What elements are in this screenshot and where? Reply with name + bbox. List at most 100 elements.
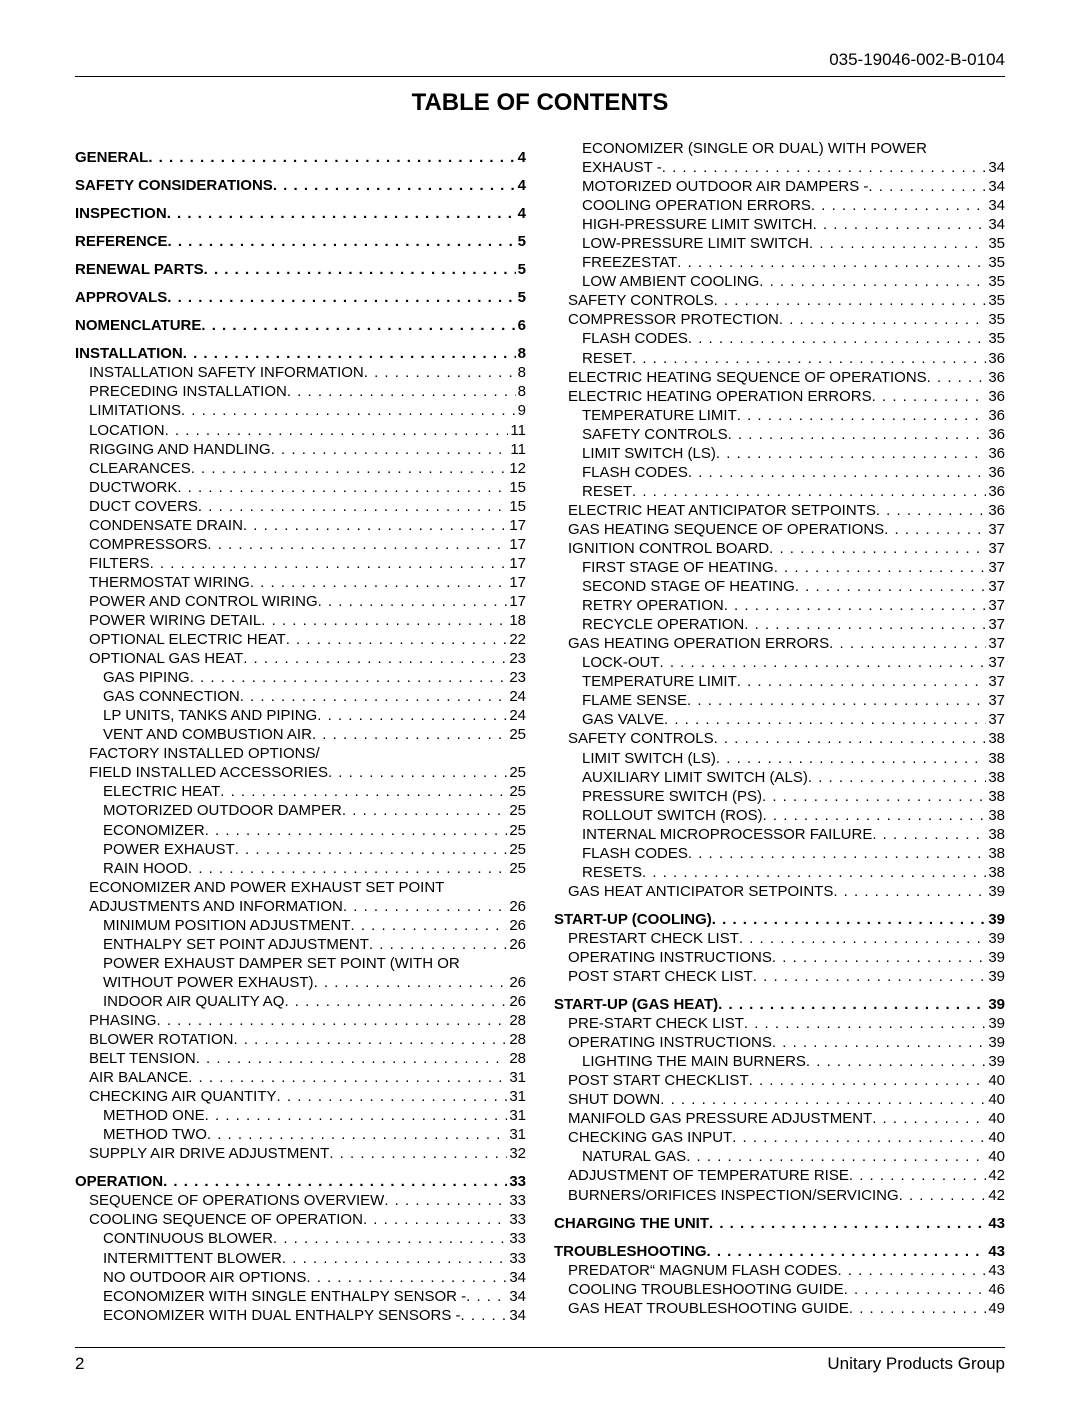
toc-label: PHASING <box>89 1011 157 1030</box>
toc-entry: GAS VALVE37 <box>554 710 1005 729</box>
toc-entry: SUPPLY AIR DRIVE ADJUSTMENT32 <box>75 1144 526 1163</box>
toc-page: 25 <box>507 763 526 782</box>
toc-leader <box>899 1186 987 1205</box>
toc-leader <box>204 260 516 279</box>
toc-leader <box>837 1261 986 1280</box>
toc-label: INTERMITTENT BLOWER <box>103 1249 282 1268</box>
toc-label: COMPRESSOR PROTECTION <box>568 310 779 329</box>
toc-label: CONDENSATE DRAIN <box>89 516 243 535</box>
toc-entry: SAFETY CONTROLS38 <box>554 729 1005 748</box>
toc-page: 43 <box>986 1214 1005 1233</box>
toc-leader <box>165 421 509 440</box>
toc-label: TEMPERATURE LIMIT <box>582 406 737 425</box>
toc-leader <box>660 1090 986 1109</box>
toc-page: 26 <box>507 973 526 992</box>
toc-leader <box>712 910 987 929</box>
toc-leader <box>718 995 986 1014</box>
toc-page: 31 <box>507 1087 526 1106</box>
toc-label: SUPPLY AIR DRIVE ADJUSTMENT <box>89 1144 329 1163</box>
toc-col-left: GENERAL4SAFETY CONSIDERATIONS4INSPECTION… <box>75 139 526 1325</box>
toc-entry: BLOWER ROTATION28 <box>75 1030 526 1049</box>
toc-entry: COMPRESSORS17 <box>75 535 526 554</box>
toc-leader <box>728 425 987 444</box>
toc-label: LOW AMBIENT COOLING <box>582 272 759 291</box>
toc-leader <box>724 596 987 615</box>
toc-label: LOCATION <box>89 421 165 440</box>
toc-label: POWER EXHAUST <box>103 840 235 859</box>
toc-leader <box>148 148 515 167</box>
toc-entry: PRESTART CHECK LIST39 <box>554 929 1005 948</box>
toc-leader <box>632 482 986 501</box>
toc-leader <box>190 668 508 687</box>
toc-page: 34 <box>507 1306 526 1325</box>
toc-label: GAS HEAT TROUBLESHOOTING GUIDE <box>568 1299 849 1318</box>
toc-entry: ECONOMIZER (SINGLE OR DUAL) WITH POWER <box>554 139 1005 158</box>
top-rule <box>75 76 1005 77</box>
toc-page: 25 <box>507 859 526 878</box>
toc-entry: INSTALLATION SAFETY INFORMATION8 <box>75 363 526 382</box>
toc-leader <box>632 349 986 368</box>
toc-page: 26 <box>507 916 526 935</box>
toc-page: 39 <box>986 967 1005 986</box>
toc-entry: START-UP (GAS HEAT)39 <box>554 995 1005 1014</box>
toc-page: 38 <box>986 806 1005 825</box>
toc-page: 8 <box>516 382 526 401</box>
toc-entry: FIELD INSTALLED ACCESSORIES25 <box>75 763 526 782</box>
toc-entry: OPERATION33 <box>75 1172 526 1191</box>
toc-label: TEMPERATURE LIMIT <box>582 672 737 691</box>
toc-entry: COOLING SEQUENCE OF OPERATION33 <box>75 1210 526 1229</box>
toc-page: 35 <box>986 310 1005 329</box>
toc-entry: POWER AND CONTROL WIRING17 <box>75 592 526 611</box>
toc-leader <box>167 288 515 307</box>
toc-label: ADJUSTMENT OF TEMPERATURE RISE <box>568 1166 849 1185</box>
toc-label: NOMENCLATURE <box>75 316 201 335</box>
toc-label: VENT AND COMBUSTION AIR <box>103 725 312 744</box>
toc-page: 33 <box>507 1210 526 1229</box>
toc-leader <box>849 1299 986 1318</box>
toc-page: 38 <box>986 825 1005 844</box>
toc-leader <box>739 929 986 948</box>
toc-page: 15 <box>507 497 526 516</box>
toc-page: 37 <box>986 558 1005 577</box>
toc-leader <box>707 1242 987 1261</box>
toc-label: NO OUTDOOR AIR OPTIONS <box>103 1268 306 1287</box>
toc-label: GAS PIPING <box>103 668 190 687</box>
toc-page: 37 <box>986 520 1005 539</box>
toc-page: 39 <box>986 882 1005 901</box>
toc-leader <box>220 782 507 801</box>
toc-label: CONTINUOUS BLOWER <box>103 1229 273 1248</box>
toc-page: 37 <box>986 634 1005 653</box>
toc-entry: INSPECTION4 <box>75 204 526 223</box>
toc-page: 25 <box>507 840 526 859</box>
toc-page: 34 <box>986 158 1005 177</box>
toc-page: 39 <box>986 910 1005 929</box>
toc-label: COMPRESSORS <box>89 535 207 554</box>
toc-entry: ADJUSTMENT OF TEMPERATURE RISE42 <box>554 1166 1005 1185</box>
toc-entry: FLASH CODES38 <box>554 844 1005 863</box>
toc-entry: IGNITION CONTROL BOARD37 <box>554 539 1005 558</box>
toc-entry: LP UNITS, TANKS AND PIPING24 <box>75 706 526 725</box>
toc-page: 4 <box>516 176 526 195</box>
toc-page: 37 <box>986 672 1005 691</box>
toc-entry: ENTHALPY SET POINT ADJUSTMENT26 <box>75 935 526 954</box>
toc-page: 28 <box>507 1030 526 1049</box>
toc-label: GAS HEATING OPERATION ERRORS <box>568 634 829 653</box>
toc-leader <box>181 401 516 420</box>
toc-leader <box>809 234 986 253</box>
toc-leader <box>868 177 986 196</box>
toc-page: 37 <box>986 691 1005 710</box>
toc-leader <box>157 1011 508 1030</box>
toc-leader <box>207 535 507 554</box>
toc-leader <box>261 611 507 630</box>
toc-entry: FLAME SENSE37 <box>554 691 1005 710</box>
toc-entry: POST START CHECKLIST40 <box>554 1071 1005 1090</box>
toc-page: 6 <box>516 316 526 335</box>
toc-label: SAFETY CONSIDERATIONS <box>75 176 273 195</box>
toc-leader <box>709 1214 986 1233</box>
toc-leader <box>872 825 986 844</box>
toc-page: 40 <box>986 1109 1005 1128</box>
toc-label: SEQUENCE OF OPERATIONS OVERVIEW <box>89 1191 384 1210</box>
toc-label: ENTHALPY SET POINT ADJUSTMENT <box>103 935 369 954</box>
toc-label: PREDATOR“ MAGNUM FLASH CODES <box>568 1261 837 1280</box>
toc-leader <box>286 630 508 649</box>
